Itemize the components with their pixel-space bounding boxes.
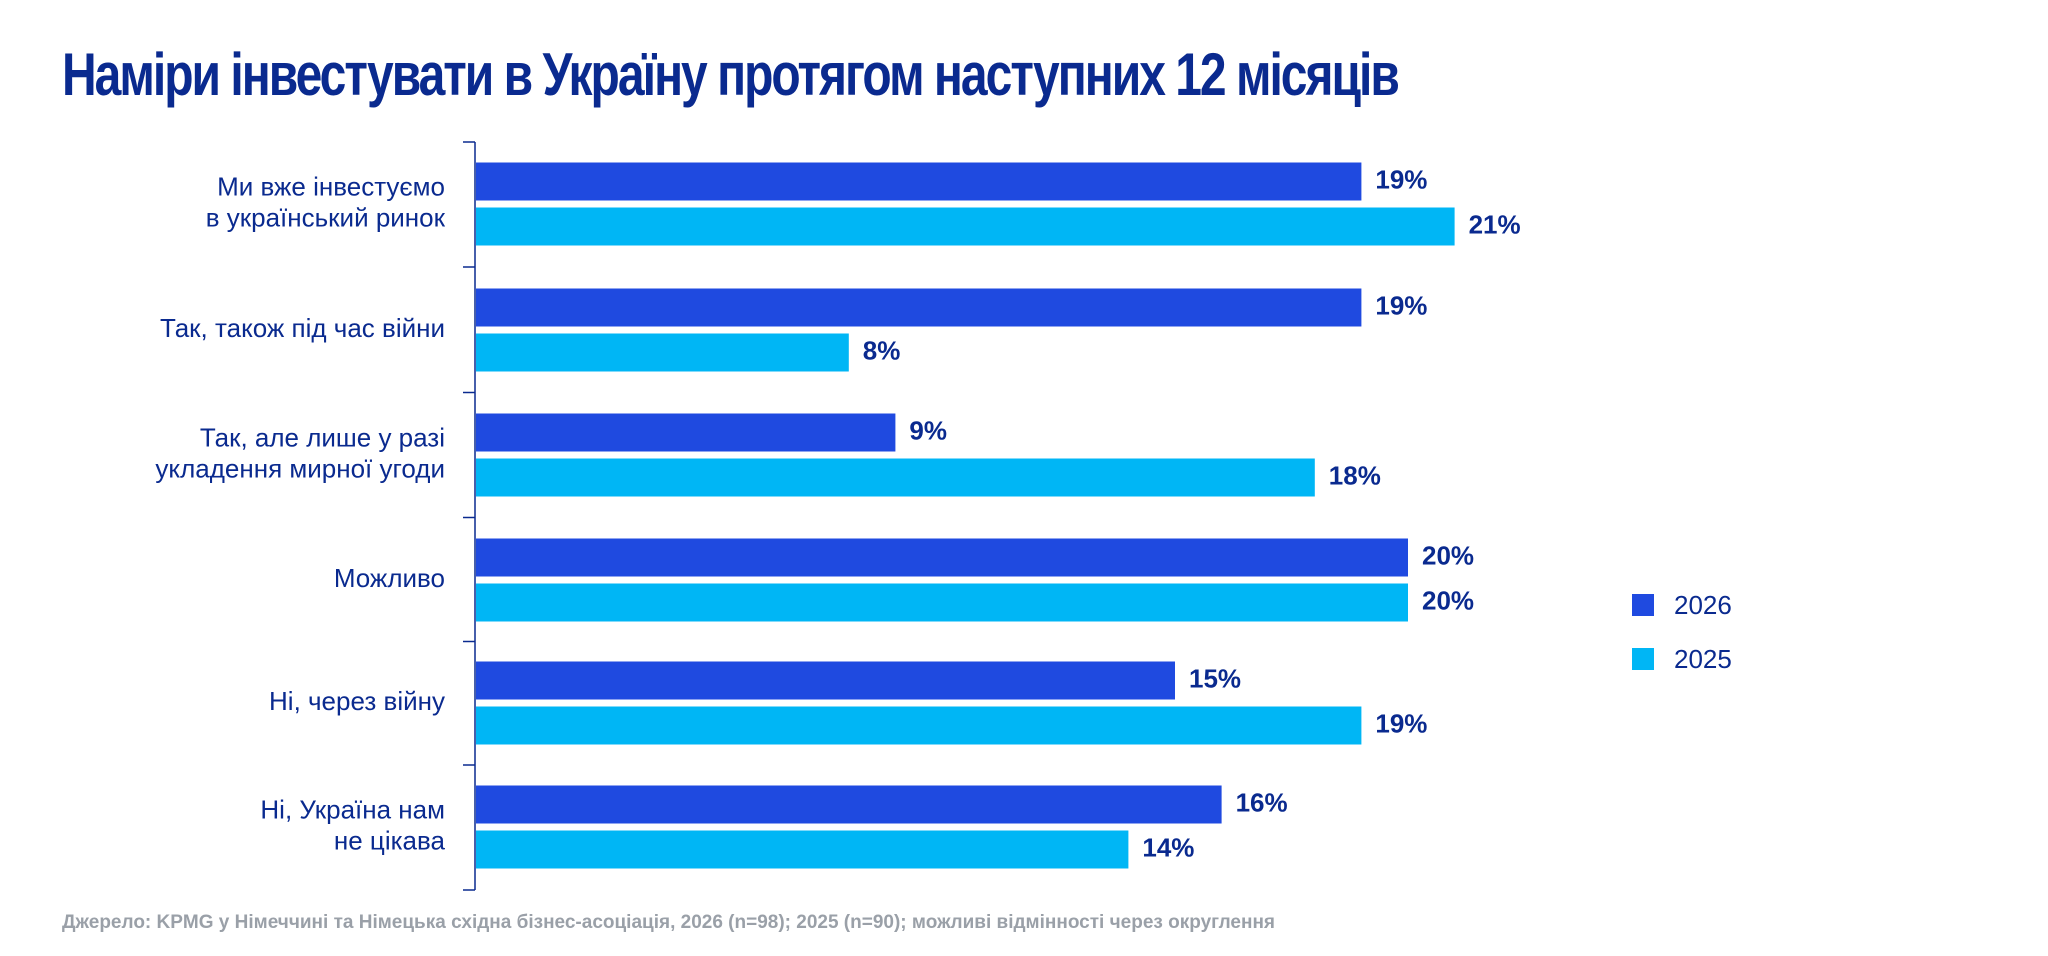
bar-2025 — [476, 706, 1362, 745]
bar-2025 — [476, 207, 1455, 246]
bar-2026 — [476, 413, 896, 452]
bar-2026 — [476, 661, 1175, 700]
legend: 2026 2025 — [1632, 590, 1732, 698]
data-label: 20% — [1422, 540, 1474, 570]
legend-item-2026: 2026 — [1632, 590, 1732, 620]
category-label: в український ринок — [206, 202, 446, 232]
bar-2025 — [476, 458, 1315, 497]
bar-2026 — [476, 538, 1408, 577]
bar-2025 — [476, 830, 1129, 869]
data-label: 14% — [1142, 832, 1194, 862]
data-label: 15% — [1189, 663, 1241, 693]
data-label: 16% — [1236, 787, 1288, 817]
bar-2025 — [476, 583, 1408, 622]
category-label: Ні, через війну — [269, 686, 445, 716]
data-label: 20% — [1422, 585, 1474, 615]
data-label: 21% — [1469, 209, 1521, 239]
legend-label-2025: 2025 — [1674, 643, 1732, 674]
page-title: Наміри інвестувати в Україну протягом на… — [62, 41, 1400, 108]
data-label: 9% — [909, 415, 947, 445]
category-label: Можливо — [334, 563, 445, 593]
bar-2025 — [476, 333, 849, 372]
source-note: Джерело: KPMG у Німеччині та Німецька сх… — [62, 912, 1276, 933]
category-label: не цікава — [334, 825, 446, 855]
category-label: Так, але лише у разі — [200, 422, 445, 452]
legend-swatch-2025 — [1632, 648, 1654, 670]
bar-2026 — [476, 288, 1362, 327]
category-label: Ми вже інвестуємо — [217, 171, 445, 201]
data-label: 8% — [863, 335, 901, 365]
category-label: Так, також під час війни — [160, 313, 445, 343]
data-label: 19% — [1375, 290, 1427, 320]
category-label: Ні, Україна нам — [260, 794, 445, 824]
data-label: 19% — [1375, 708, 1427, 738]
bar-2026 — [476, 162, 1362, 201]
legend-item-2025: 2025 — [1632, 644, 1732, 674]
data-label: 18% — [1329, 460, 1381, 490]
bar-2026 — [476, 785, 1222, 824]
data-label: 19% — [1375, 164, 1427, 194]
legend-label-2026: 2026 — [1674, 589, 1732, 620]
category-label: укладення мирної угоди — [155, 453, 445, 483]
legend-swatch-2026 — [1632, 594, 1654, 616]
